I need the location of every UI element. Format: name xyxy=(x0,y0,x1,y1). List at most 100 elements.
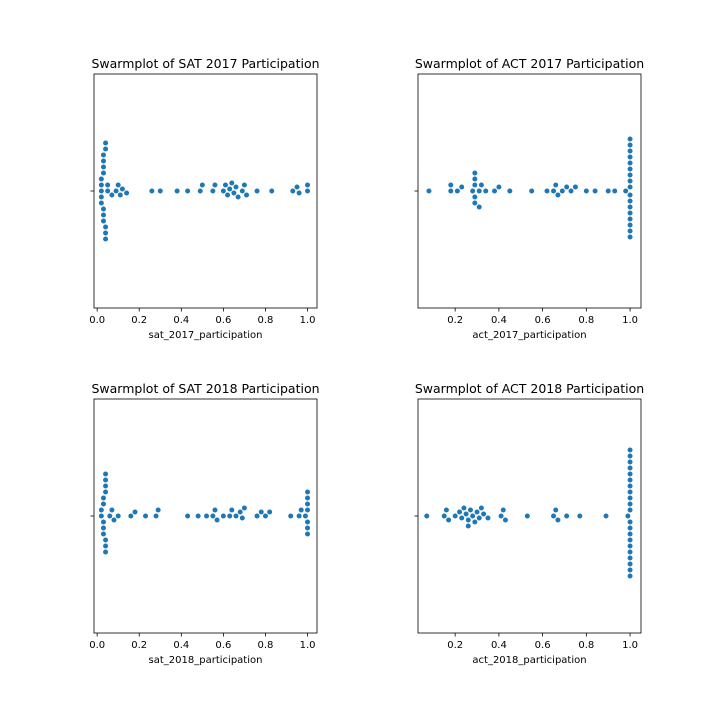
data-point xyxy=(480,510,487,518)
data-point xyxy=(237,508,244,516)
data-point xyxy=(102,145,109,153)
data-point xyxy=(197,187,204,195)
data-point xyxy=(500,506,507,514)
data-point xyxy=(173,187,181,195)
data-point xyxy=(626,135,634,143)
data-point xyxy=(100,163,107,171)
data-point xyxy=(142,512,149,520)
data-point xyxy=(115,512,122,520)
swarm-points xyxy=(98,470,311,556)
data-point xyxy=(467,506,474,514)
swarmplot-act-2017: Swarmplot of ACT 2017 Participation 0.2 0… xyxy=(414,56,644,341)
data-point xyxy=(127,512,134,520)
data-point xyxy=(98,199,105,207)
data-point xyxy=(567,187,575,195)
data-point xyxy=(239,187,246,195)
data-point xyxy=(458,183,465,191)
x-tick-label: 0.6 xyxy=(535,315,551,326)
data-point xyxy=(228,506,235,514)
data-point xyxy=(100,518,107,526)
data-point xyxy=(471,518,478,526)
x-tick-label: 0.8 xyxy=(578,640,594,651)
data-point xyxy=(572,183,579,191)
data-point xyxy=(478,504,485,512)
data-point xyxy=(456,508,463,516)
data-point xyxy=(102,470,109,478)
data-point xyxy=(152,512,160,520)
x-axis: 0.2 0.4 0.6 0.8 1.0 xyxy=(447,308,638,326)
data-point xyxy=(253,512,261,520)
data-point xyxy=(563,183,570,191)
data-point xyxy=(441,512,448,520)
data-point xyxy=(184,512,191,520)
data-point xyxy=(626,518,634,526)
data-point xyxy=(100,494,107,502)
data-point xyxy=(626,183,634,191)
data-point xyxy=(119,185,126,193)
data-point xyxy=(626,524,634,532)
data-point xyxy=(184,187,191,195)
data-point xyxy=(106,512,113,520)
data-point xyxy=(484,514,492,522)
data-point xyxy=(253,187,261,195)
x-tick-label: 1.0 xyxy=(622,640,638,651)
x-tick-label: 0.2 xyxy=(447,315,463,326)
data-point xyxy=(626,209,634,217)
data-point xyxy=(102,482,109,490)
data-point xyxy=(622,187,629,195)
data-point xyxy=(102,476,109,484)
data-point xyxy=(98,512,105,520)
data-point xyxy=(228,179,235,187)
data-point xyxy=(591,187,599,195)
data-point xyxy=(258,508,265,516)
data-point xyxy=(423,512,430,520)
data-point xyxy=(241,181,248,189)
x-tick-label: 0.4 xyxy=(491,640,507,651)
data-point xyxy=(462,510,470,518)
x-axis-label: sat_2018_participation xyxy=(149,655,263,666)
x-axis: 0.2 0.4 0.6 0.8 1.0 xyxy=(447,633,638,651)
chart-title: Swarmplot of SAT 2018 Participation xyxy=(91,381,319,396)
data-point xyxy=(471,199,478,207)
data-point xyxy=(626,506,634,514)
data-point xyxy=(626,165,634,173)
data-point xyxy=(304,488,311,496)
data-point xyxy=(554,516,562,524)
data-point xyxy=(155,506,162,514)
data-point xyxy=(425,187,433,195)
data-point xyxy=(298,506,305,514)
data-point xyxy=(626,572,634,580)
data-point xyxy=(100,169,107,177)
data-point xyxy=(110,516,118,524)
data-point xyxy=(626,177,634,185)
x-tick-label: 0.8 xyxy=(258,315,274,326)
data-point xyxy=(304,187,311,195)
x-tick-label: 0.0 xyxy=(89,315,105,326)
data-point xyxy=(478,181,485,189)
data-point xyxy=(443,506,450,514)
data-point xyxy=(157,187,164,195)
data-point xyxy=(235,193,242,201)
chart-title: Swarmplot of ACT 2018 Participation xyxy=(415,381,644,396)
data-point xyxy=(131,508,139,516)
data-point xyxy=(98,175,105,183)
data-point xyxy=(102,542,109,550)
data-point xyxy=(626,494,634,502)
data-point xyxy=(102,223,109,231)
data-point xyxy=(524,512,531,520)
data-point xyxy=(226,185,233,193)
x-axis: 0.0 0.2 0.4 0.6 0.8 1.0 xyxy=(89,308,315,326)
x-tick-label: 0.2 xyxy=(131,640,147,651)
data-point xyxy=(230,189,237,197)
data-point xyxy=(476,203,483,211)
data-point xyxy=(626,554,634,562)
data-point xyxy=(98,506,105,514)
data-point xyxy=(112,187,120,195)
data-point xyxy=(473,508,481,516)
data-point xyxy=(232,183,240,191)
x-tick-label: 1.0 xyxy=(300,315,316,326)
data-point xyxy=(220,512,227,520)
data-point xyxy=(104,187,111,195)
data-point xyxy=(241,504,248,512)
data-point xyxy=(543,187,551,195)
